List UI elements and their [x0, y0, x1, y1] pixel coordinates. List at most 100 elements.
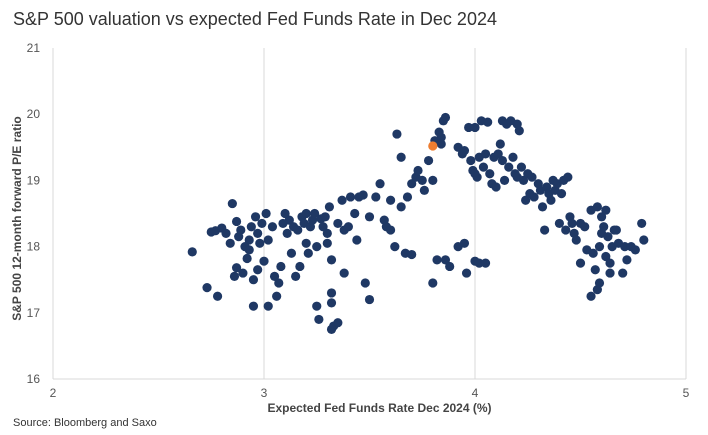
data-point — [326, 288, 337, 298]
data-point — [497, 155, 508, 166]
data-point — [364, 212, 375, 222]
data-point — [466, 155, 476, 166]
data-point — [622, 255, 632, 265]
data-point — [483, 117, 493, 127]
data-point — [461, 268, 472, 278]
data-point — [637, 218, 647, 229]
data-point — [392, 129, 402, 139]
y-tick-label: 21 — [27, 41, 41, 55]
data-point — [554, 218, 565, 229]
data-point — [529, 192, 539, 202]
data-point — [386, 225, 396, 235]
data-point — [618, 268, 628, 278]
data-point — [464, 122, 474, 133]
data-point — [269, 271, 280, 281]
data-point — [261, 208, 271, 219]
data-point — [231, 263, 242, 273]
data-point — [508, 152, 518, 162]
data-point — [419, 185, 429, 195]
x-tick-label: 3 — [261, 386, 268, 400]
data-point — [563, 172, 573, 182]
data-point — [594, 278, 605, 288]
data-point — [474, 258, 484, 268]
chart-title: S&P 500 valuation vs expected Fed Funds … — [13, 9, 497, 29]
y-tick-label: 18 — [27, 240, 41, 254]
data-point — [310, 208, 320, 219]
data-point — [413, 165, 423, 176]
data-point — [257, 218, 267, 229]
data-point — [358, 190, 368, 200]
data-point — [480, 149, 491, 159]
data-point — [244, 235, 254, 245]
data-point — [580, 222, 590, 232]
data-point — [320, 212, 330, 222]
data-point — [295, 261, 305, 272]
data-point — [561, 225, 571, 235]
y-tick-label: 20 — [27, 107, 41, 121]
data-point — [333, 218, 343, 229]
data-point — [345, 192, 356, 202]
data-point — [322, 238, 332, 248]
data-point — [272, 291, 282, 301]
data-point — [480, 258, 491, 268]
data-point — [620, 242, 630, 252]
data-point — [407, 179, 417, 189]
data-point — [499, 175, 510, 185]
data-point — [236, 225, 246, 235]
data-point — [267, 222, 278, 232]
data-point — [250, 212, 261, 222]
data-point — [592, 202, 602, 212]
data-point — [599, 222, 609, 232]
data-point — [402, 192, 413, 202]
data-point — [326, 298, 337, 308]
data-point — [478, 162, 489, 172]
data-point — [417, 175, 427, 185]
data-point — [244, 245, 254, 255]
data-point — [527, 172, 537, 182]
data-point — [396, 152, 406, 162]
data-point — [301, 238, 311, 248]
data-point — [495, 139, 505, 149]
data-point — [255, 238, 265, 248]
data-point — [301, 208, 311, 219]
x-tick-label: 5 — [683, 386, 690, 400]
data-point — [293, 225, 303, 235]
data-point — [518, 175, 529, 185]
data-point — [364, 294, 375, 305]
data-point — [575, 258, 586, 268]
data-point — [428, 278, 438, 288]
data-point — [343, 222, 353, 232]
data-point — [601, 205, 611, 215]
data-point — [253, 228, 263, 238]
data-point — [350, 208, 360, 219]
data-point — [491, 182, 501, 192]
data-point — [202, 283, 212, 293]
data-point — [440, 255, 451, 265]
data-point — [360, 278, 370, 288]
data-point — [432, 255, 442, 265]
data-point — [396, 202, 406, 212]
data-point — [514, 126, 524, 136]
data-point — [314, 314, 324, 325]
y-tick-label: 19 — [27, 173, 41, 187]
data-point — [312, 242, 322, 252]
data-point — [440, 112, 451, 123]
highlight-data-point — [428, 141, 438, 151]
x-axis-label: Expected Fed Funds Rate Dec 2024 (%) — [267, 401, 491, 415]
data-point — [436, 139, 446, 149]
data-point — [601, 251, 611, 262]
data-point — [605, 258, 615, 268]
data-point — [286, 248, 297, 258]
data-point — [611, 225, 621, 235]
data-point — [407, 249, 417, 260]
data-point — [556, 189, 567, 199]
data-point — [459, 146, 470, 156]
data-point — [225, 238, 235, 248]
data-point — [339, 268, 349, 278]
data-point — [590, 265, 600, 275]
data-point — [187, 247, 197, 257]
x-tick-label: 4 — [472, 386, 479, 400]
data-point — [586, 291, 596, 301]
data-points — [187, 112, 649, 334]
